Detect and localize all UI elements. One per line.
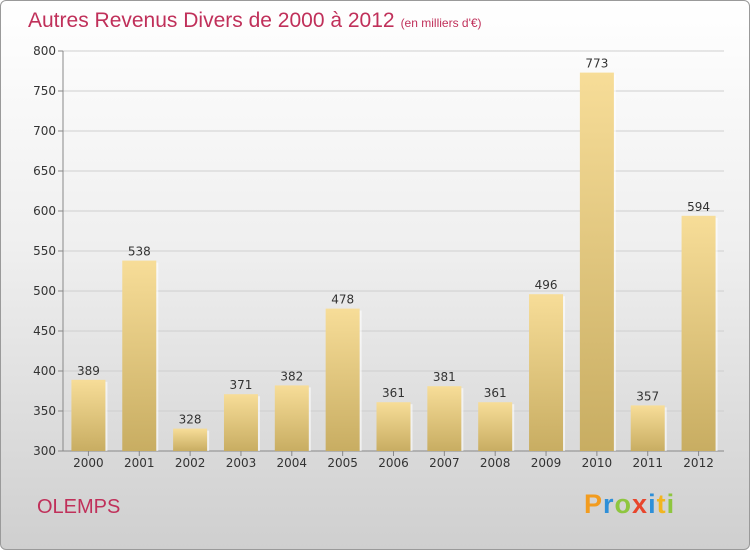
bar-2003 bbox=[223, 394, 258, 451]
y-tick-label: 550 bbox=[33, 244, 56, 258]
logo-letter: r bbox=[603, 489, 615, 519]
x-tick-label: 2004 bbox=[277, 456, 308, 470]
bar-value-label: 538 bbox=[128, 245, 151, 259]
x-tick-label: 2007 bbox=[429, 456, 460, 470]
bar-value-label: 773 bbox=[585, 57, 608, 71]
x-tick-label: 2011 bbox=[632, 456, 663, 470]
x-tick-label: 2006 bbox=[378, 456, 409, 470]
bar-2011 bbox=[630, 405, 665, 451]
y-tick-label: 300 bbox=[33, 444, 56, 458]
bar-2002 bbox=[173, 428, 208, 451]
logo-letter: x bbox=[632, 489, 649, 519]
bar-value-label: 496 bbox=[535, 278, 558, 292]
bar-2006 bbox=[376, 402, 411, 451]
bar-value-label: 361 bbox=[484, 386, 507, 400]
chart-title-unit: (en milliers d'€) bbox=[400, 16, 482, 30]
x-tick-label: 2012 bbox=[683, 456, 714, 470]
logo-letter: o bbox=[614, 489, 633, 519]
bar-value-label: 361 bbox=[382, 386, 405, 400]
x-tick-label: 2001 bbox=[124, 456, 155, 470]
bar-value-label: 328 bbox=[179, 413, 202, 427]
bar-2008 bbox=[478, 402, 513, 451]
bar-2007 bbox=[427, 386, 462, 451]
x-tick-label: 2010 bbox=[582, 456, 613, 470]
y-tick-label: 700 bbox=[33, 124, 56, 138]
logo-letter: t bbox=[656, 489, 667, 519]
y-tick-label: 750 bbox=[33, 84, 56, 98]
bar-value-label: 357 bbox=[636, 389, 659, 403]
y-tick-label: 650 bbox=[33, 164, 56, 178]
bar-value-label: 594 bbox=[687, 200, 710, 214]
logo-letter: P bbox=[584, 489, 604, 519]
logo-letter: i bbox=[648, 489, 657, 519]
y-tick-label: 400 bbox=[33, 364, 56, 378]
x-tick-label: 2000 bbox=[73, 456, 104, 470]
logo-letter: i bbox=[666, 489, 676, 519]
x-tick-label: 2002 bbox=[175, 456, 206, 470]
bar-2009 bbox=[529, 294, 564, 451]
bar-value-label: 478 bbox=[331, 293, 354, 307]
bar-2012 bbox=[681, 215, 716, 451]
x-tick-label: 2009 bbox=[531, 456, 562, 470]
y-tick-label: 800 bbox=[33, 44, 56, 58]
bar-2005 bbox=[325, 308, 360, 451]
bar-2010 bbox=[579, 72, 614, 451]
x-tick-label: 2005 bbox=[327, 456, 358, 470]
bar-value-label: 389 bbox=[77, 364, 100, 378]
bar-2004 bbox=[274, 385, 309, 451]
bar-2001 bbox=[122, 260, 157, 451]
x-tick-label: 2003 bbox=[226, 456, 257, 470]
x-tick-label: 2008 bbox=[480, 456, 511, 470]
bar-value-label: 382 bbox=[280, 369, 303, 383]
y-tick-label: 500 bbox=[33, 284, 56, 298]
bar-value-label: 371 bbox=[230, 378, 253, 392]
y-tick-label: 600 bbox=[33, 204, 56, 218]
chart-title-main: Autres Revenus Divers de 2000 à 2012 bbox=[28, 9, 395, 32]
commune-name: OLEMPS bbox=[37, 496, 121, 518]
y-tick-label: 350 bbox=[33, 404, 56, 418]
y-tick-label: 450 bbox=[33, 324, 56, 338]
bar-value-label: 381 bbox=[433, 370, 456, 384]
chart-title: Autres Revenus Divers de 2000 à 2012 (en … bbox=[28, 9, 482, 33]
proxiti-logo[interactable]: Proxiti bbox=[584, 489, 675, 520]
bar-2000 bbox=[71, 379, 106, 451]
